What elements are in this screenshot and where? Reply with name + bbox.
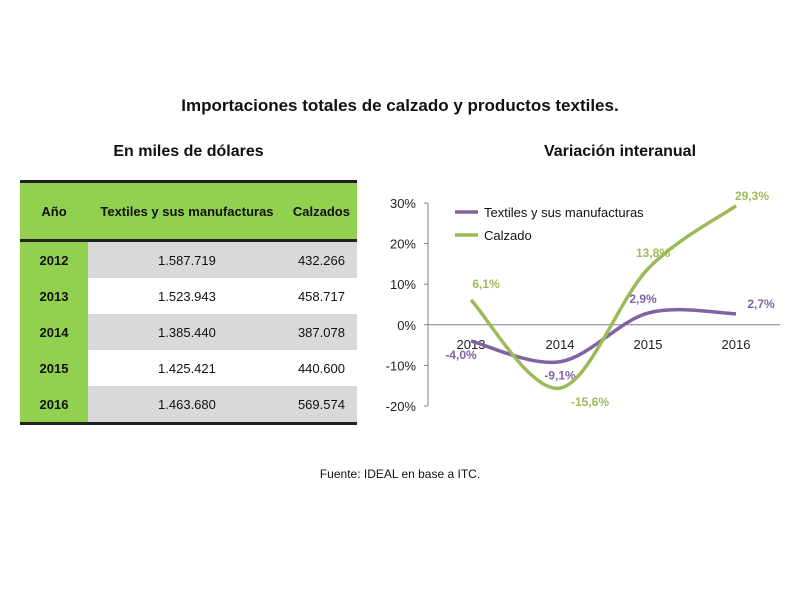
- y-tick-label: 20%: [390, 237, 416, 252]
- y-tick-label: 10%: [390, 277, 416, 292]
- data-label: 29,3%: [735, 189, 769, 203]
- data-label: 6,1%: [472, 277, 500, 291]
- calzados-cell: 569.574: [285, 386, 357, 425]
- table-title: En miles de dólares: [113, 143, 264, 160]
- calzados-cell: 432.266: [285, 240, 357, 278]
- data-label: 2,9%: [629, 292, 657, 306]
- source-note: Fuente: IDEAL en base a ITC.: [319, 467, 481, 481]
- x-tick-label: 2013: [457, 337, 486, 352]
- y-tick-label: -20%: [386, 399, 417, 414]
- table-row: 2015 1.425.421 440.600: [20, 350, 357, 386]
- table-row: 2013 1.523.943 458.717: [20, 278, 357, 314]
- textiles-cell: 1.385.440: [88, 314, 286, 350]
- table-row: 2016 1.463.680 569.574: [20, 386, 357, 425]
- main-title: Importaciones totales de calzado y produ…: [181, 96, 619, 115]
- year-cell: 2014: [20, 314, 88, 350]
- header-year: Año: [20, 180, 88, 242]
- textiles-cell: 1.523.943: [88, 278, 286, 314]
- textiles-cell: 1.587.719: [88, 240, 286, 278]
- x-tick-label: 2014: [546, 337, 575, 352]
- header-calzados: Calzados: [285, 180, 357, 242]
- y-tick-label: 0%: [397, 318, 416, 333]
- table-row: 2014 1.385.440 387.078: [20, 314, 357, 350]
- data-label: 2,7%: [747, 297, 775, 311]
- year-cell: 2015: [20, 350, 88, 386]
- data-label: -4,0%: [445, 348, 477, 362]
- year-cell: 2013: [20, 278, 88, 314]
- year-cell: 2012: [20, 240, 88, 278]
- data-label: 13,8%: [636, 246, 670, 260]
- table-header-row: Año Textiles y sus manufacturas Calzados: [20, 180, 357, 242]
- textiles-cell: 1.463.680: [88, 386, 286, 425]
- legend-label: Calzado: [484, 228, 532, 243]
- series-line-calzado: [469, 204, 738, 390]
- y-tick-label: 30%: [390, 196, 416, 211]
- x-tick-label: 2016: [722, 337, 751, 352]
- data-label: -9,1%: [544, 369, 576, 383]
- year-cell: 2016: [20, 386, 88, 425]
- chart-title: Variación interanual: [543, 143, 697, 160]
- legend-label: Textiles y sus manufacturas: [484, 205, 644, 220]
- import-table: Año Textiles y sus manufacturas Calzados…: [20, 180, 357, 425]
- x-tick-label: 2015: [634, 337, 663, 352]
- calzados-cell: 387.078: [285, 314, 357, 350]
- textiles-cell: 1.425.421: [88, 350, 286, 386]
- y-tick-label: -10%: [386, 358, 417, 373]
- table-row: 2012 1.587.719 432.266: [20, 240, 357, 278]
- calzados-cell: 458.717: [285, 278, 357, 314]
- data-label: -15,6%: [571, 395, 609, 409]
- header-textiles: Textiles y sus manufacturas: [88, 180, 286, 242]
- calzados-cell: 440.600: [285, 350, 357, 386]
